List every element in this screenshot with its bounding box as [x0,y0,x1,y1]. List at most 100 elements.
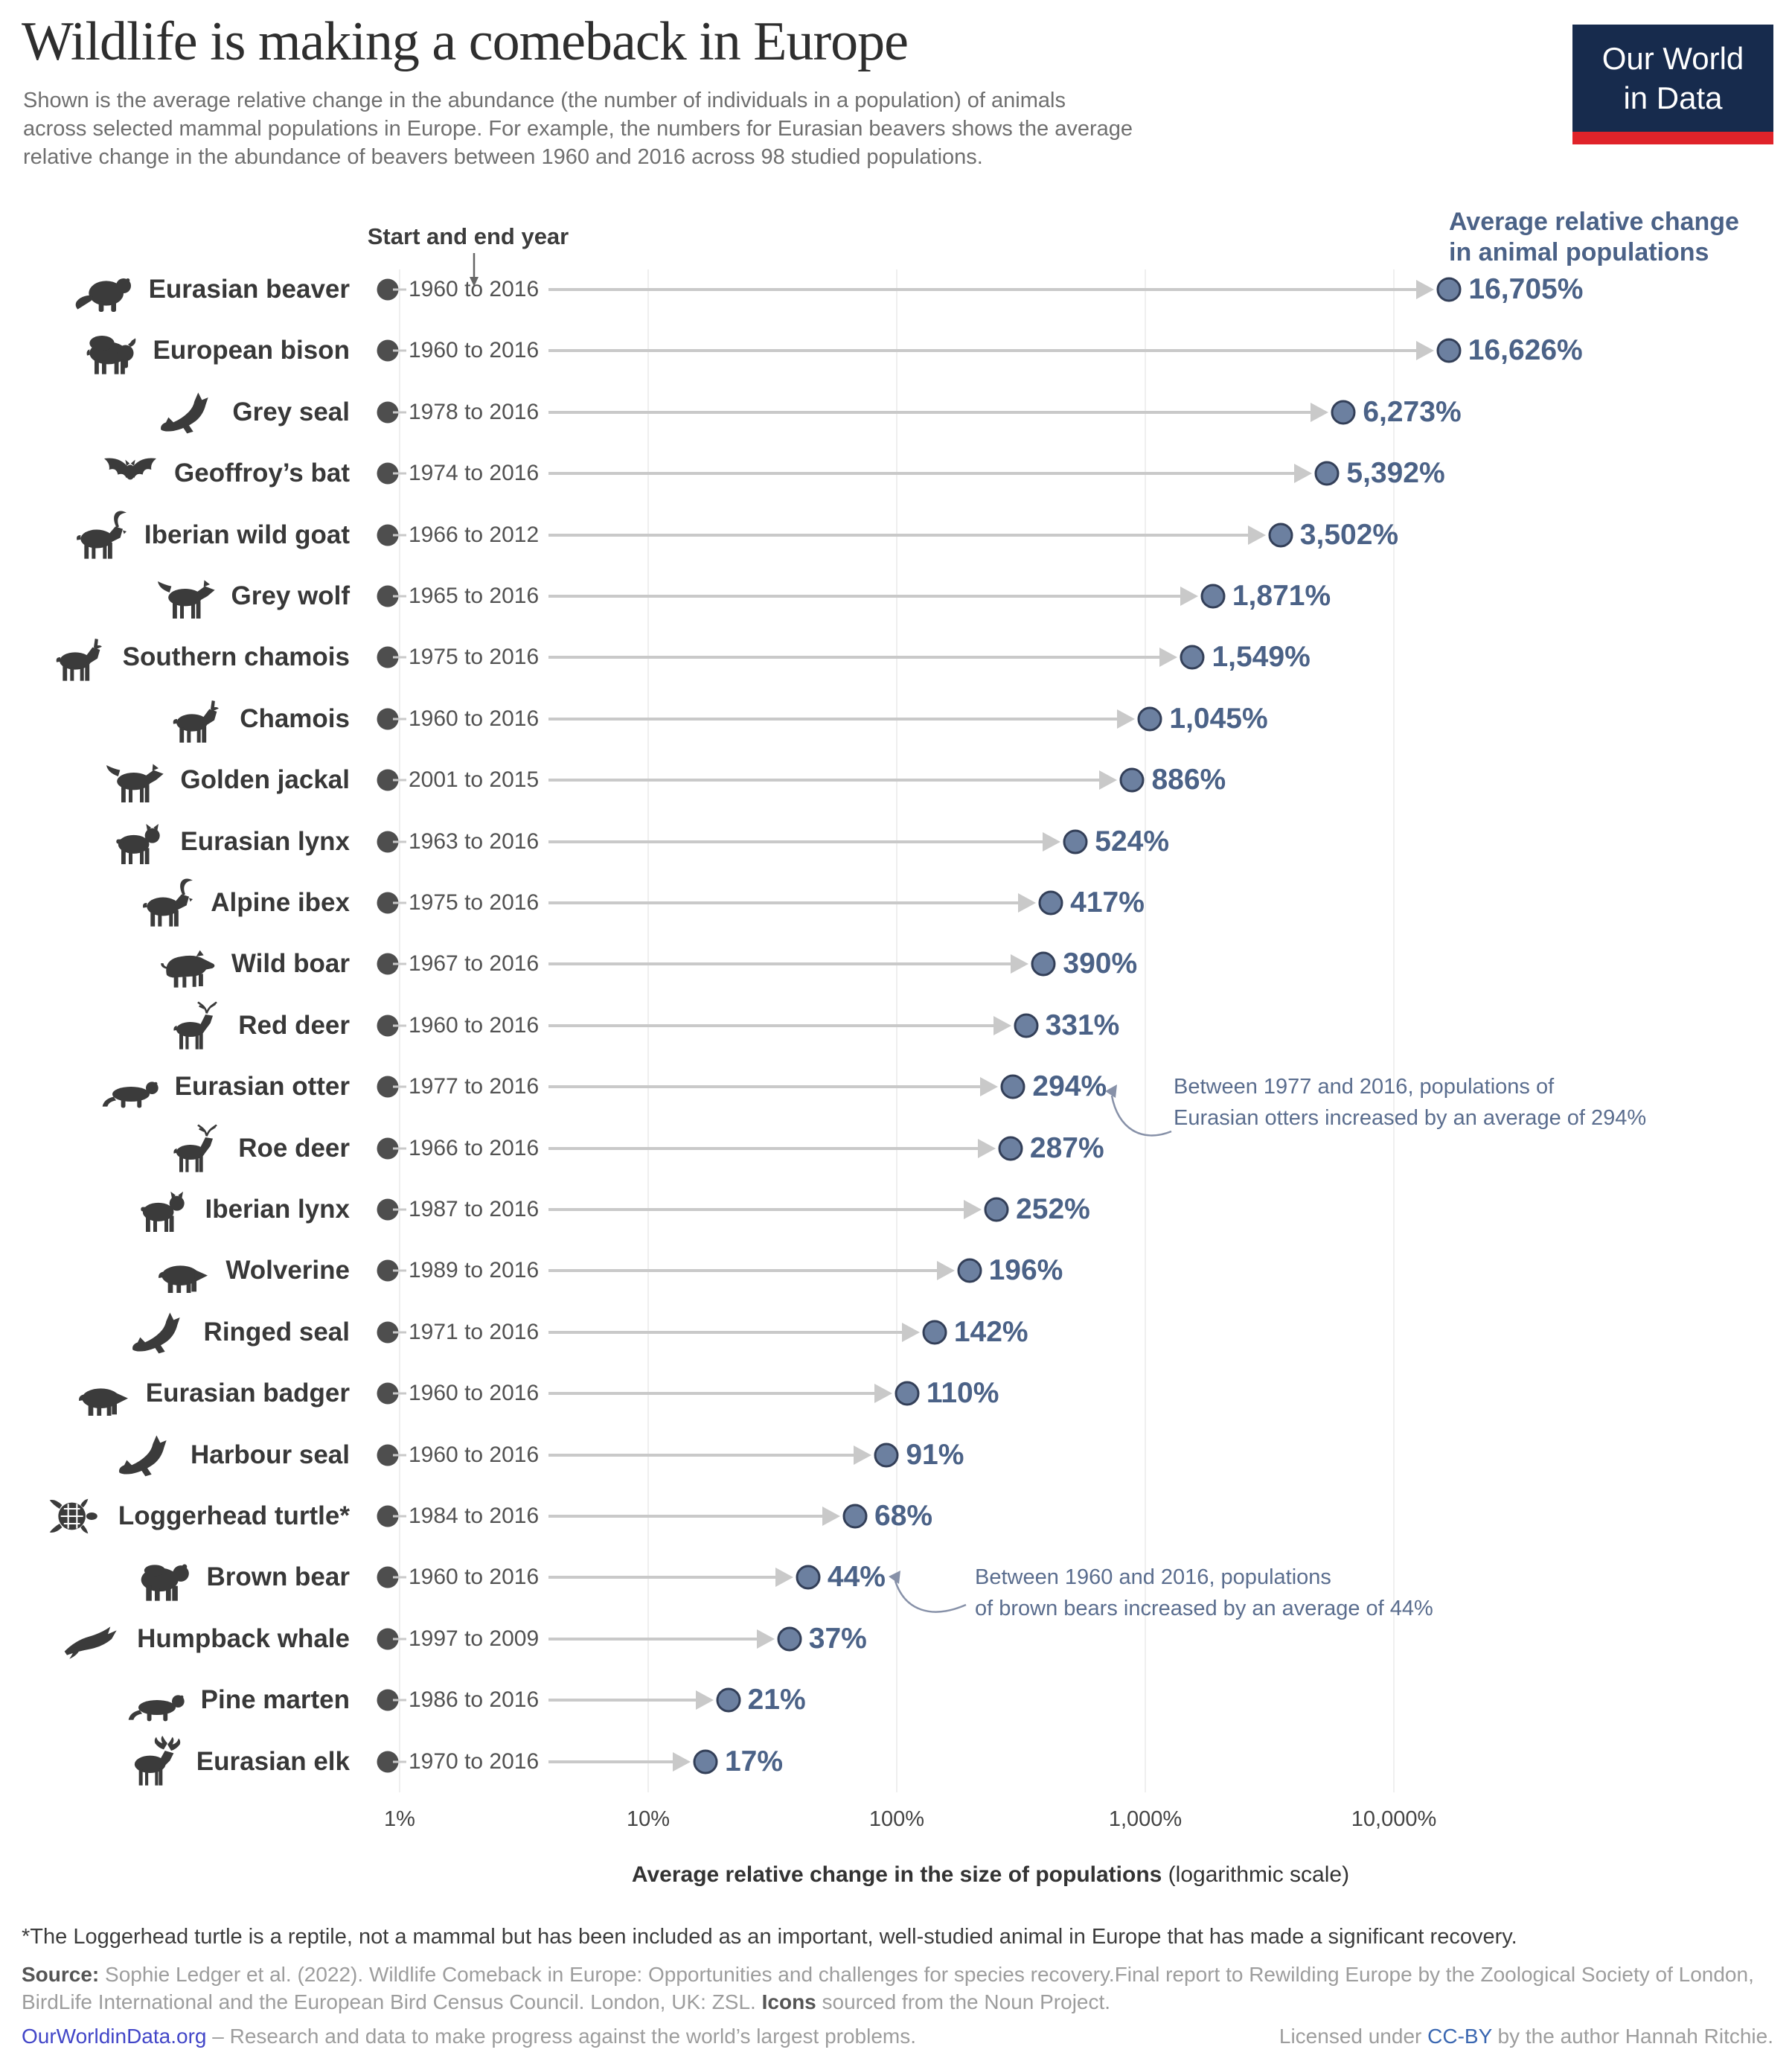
animal-row-label: Southern chamois [48,631,350,683]
connector-arrowhead-icon [1099,770,1118,790]
red-deer-icon [163,1000,225,1052]
ccby-link[interactable]: CC-BY [1427,2025,1492,2048]
value-label: 142% [953,1315,1028,1348]
connector-arrowhead-icon [1247,525,1266,545]
wolverine-icon [150,1245,213,1297]
connector-arrowhead-icon [993,1015,1011,1035]
ibex-icon [135,877,198,929]
value-label: 1,045% [1169,702,1268,735]
x-axis-title-note: (logarithmic scale) [1162,1862,1350,1887]
connector-line [548,717,1119,721]
start-dash [393,1085,406,1088]
badger-icon [71,1367,133,1419]
x-tick-label: 1% [384,1807,415,1831]
icons-credit-body: sourced from the Noun Project. [816,1990,1111,2013]
animal-name: Humpback whale [137,1623,350,1653]
harbour-seal-icon [115,1429,178,1481]
period-label: 1974 to 2016 [409,461,540,486]
southern-chamois-icon [48,631,110,683]
otter-annotation-line2: Eurasian otters increased by an average … [1174,1106,1647,1130]
end-dot [1436,338,1462,363]
animal-name: Red deer [238,1010,350,1040]
animal-name: Pine marten [200,1685,350,1715]
bear-annotation-arrow-icon [889,1571,967,1613]
period-label: 1960 to 2016 [409,1565,540,1590]
connector-line [548,1760,674,1763]
animal-name: Iberian lynx [205,1195,350,1224]
bear-icon [131,1551,193,1603]
connector-line [548,1085,982,1089]
animal-name: Wild boar [231,949,350,979]
connector-line [548,1208,966,1211]
end-dot [1200,584,1226,609]
animal-row-label: European bison [78,325,350,377]
animal-row-label: Eurasian beaver [74,263,350,316]
start-dash [393,656,406,659]
animal-row-label: Ringed seal [129,1306,350,1358]
start-dash [393,1208,406,1211]
animal-row-label: Wolverine [150,1245,350,1297]
x-tick-label: 10% [626,1807,671,1831]
period-label: 1975 to 2016 [409,645,540,670]
connector-line [548,1453,856,1457]
connector-line [548,1330,903,1334]
animal-name: Southern chamois [122,642,350,672]
end-dot [1268,523,1293,548]
start-dash [393,1392,406,1395]
connector-arrowhead-icon [1294,464,1313,484]
animal-row-label: Iberian wild goat [69,509,350,561]
start-dash [393,1638,406,1641]
x-axis-title-main: Average relative change in the size of p… [631,1862,1162,1887]
value-axis-header: Average relative change in animal popula… [1449,207,1739,268]
connector-arrowhead-icon [822,1507,841,1526]
animal-name: Eurasian otter [174,1072,350,1102]
end-dot [1436,277,1462,302]
connector-line [548,1146,979,1150]
animal-row-label: Alpine ibex [135,877,350,929]
owid-site-link[interactable]: OurWorldinData.org [22,2025,207,2048]
animal-row-label: Eurasian elk [121,1736,350,1788]
animal-name: Brown bear [206,1562,350,1592]
animal-name: Grey seal [232,397,350,427]
period-label: 1989 to 2016 [409,1258,540,1283]
value-label: 1,549% [1212,641,1311,674]
value-label: 16,705% [1468,273,1584,305]
connector-arrowhead-icon [1018,893,1037,913]
start-dash [393,718,406,721]
connector-line [548,1023,995,1027]
animal-name: Harbour seal [191,1440,350,1469]
owid-logo-line1: Our World [1601,41,1744,76]
value-label: 17% [724,1745,784,1777]
page-title: Wildlife is making a comeback in Europe [22,11,909,72]
animal-name: Iberian wild goat [144,520,350,549]
end-dot [874,1443,899,1468]
end-dot [922,1320,947,1345]
value-label: 6,273% [1363,395,1462,428]
animal-name: Ringed seal [203,1317,350,1347]
start-dash [393,411,406,414]
value-axis-header-line2: in animal populations [1449,238,1709,266]
start-dash [393,1331,406,1334]
down-arrow-icon [470,253,479,287]
period-label: 1960 to 2016 [409,706,540,731]
connector-arrowhead-icon [1159,648,1178,668]
end-dot [957,1258,982,1283]
connector-line [548,840,1045,843]
connector-arrowhead-icon [1117,709,1136,729]
period-label: 1978 to 2016 [409,399,540,424]
connector-line [548,656,1162,659]
connector-arrowhead-icon [874,1384,892,1404]
connector-arrowhead-icon [901,1322,920,1342]
bison-icon [78,325,141,377]
start-dash [393,779,406,782]
gridline [1393,269,1395,1792]
value-label: 44% [827,1561,886,1594]
end-dot [1314,461,1340,486]
connector-arrowhead-icon [980,1077,999,1097]
end-dot [1180,645,1205,670]
animal-row-label: Grey wolf [156,570,350,622]
connector-line [548,595,1182,598]
subtitle-line: across selected mammal populations in Eu… [23,117,1133,141]
period-label: 1960 to 2016 [409,338,540,363]
connector-arrowhead-icon [756,1629,775,1649]
